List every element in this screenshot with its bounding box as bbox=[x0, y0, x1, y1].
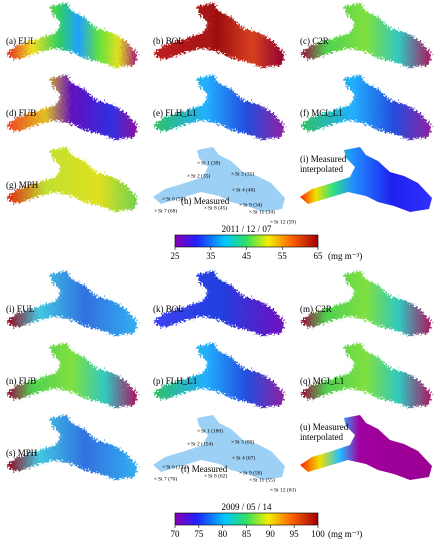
station-label: St 12 (63) bbox=[274, 486, 296, 493]
station-marker: × bbox=[231, 171, 234, 177]
panel-label: interpolated bbox=[300, 164, 343, 174]
map-panel: (c) C2R bbox=[300, 3, 432, 68]
colorbar-unit: (mg m⁻³) bbox=[328, 251, 362, 261]
station-marker: × bbox=[249, 477, 252, 483]
panel-label: (f) MCI_L1 bbox=[300, 108, 343, 118]
station-label: St 6 (58) bbox=[166, 195, 185, 202]
map-panel: (m) C2R bbox=[300, 271, 432, 336]
map-panel: (i) EUL bbox=[6, 271, 138, 336]
colorbar-tick-label: 70 bbox=[171, 529, 181, 539]
station-label: St 3 (80) bbox=[235, 438, 254, 445]
station-marker: × bbox=[204, 473, 207, 479]
station-label: St 11 (34) bbox=[253, 208, 275, 215]
station-marker: × bbox=[270, 487, 273, 493]
map-panel: (a) EUL bbox=[6, 3, 138, 68]
panel-label: (n) FUB bbox=[6, 376, 36, 386]
station-label: St 7 (68) bbox=[158, 207, 177, 214]
station-marker: × bbox=[197, 160, 200, 166]
station-marker: × bbox=[249, 209, 252, 215]
station-label: St 1 (180) bbox=[201, 427, 223, 434]
colorbar-tick-label: 95 bbox=[290, 529, 300, 539]
colorbar bbox=[174, 234, 319, 248]
panel-label: (q) MCI_L1 bbox=[300, 376, 344, 386]
station-label: St 2 (154) bbox=[191, 440, 213, 447]
panel-label: (i) Measured bbox=[300, 154, 347, 164]
station-label: St 8 (62) bbox=[208, 472, 227, 479]
station-label: St 3 (35) bbox=[235, 170, 254, 177]
map-panel: (b) BOL bbox=[153, 3, 285, 68]
station-marker: × bbox=[204, 205, 207, 211]
panel-label: (i) EUL bbox=[6, 304, 34, 314]
station-marker: × bbox=[197, 428, 200, 434]
panel-label: (m) C2R bbox=[300, 304, 332, 314]
map-panel: (d) FUB bbox=[6, 75, 138, 140]
station-label: St 4 (40) bbox=[236, 186, 255, 193]
colorbar-tick-label: 80 bbox=[218, 529, 228, 539]
panel-label: (u) Measured bbox=[300, 422, 349, 432]
colorbar-tick-label: 65 bbox=[314, 251, 324, 261]
station-marker: × bbox=[162, 196, 165, 202]
station-marker: × bbox=[187, 173, 190, 179]
map-panel: (k) BOL bbox=[153, 271, 285, 336]
colorbar-tick-label: 75 bbox=[194, 529, 204, 539]
colorbar-unit: (mg m⁻³) bbox=[328, 529, 362, 539]
colorbar-tick-label: 85 bbox=[242, 529, 252, 539]
station-label: St 2 (35) bbox=[191, 172, 210, 179]
station-marker: × bbox=[270, 219, 273, 225]
station-label: St 1 (30) bbox=[201, 159, 220, 166]
station-marker: × bbox=[162, 464, 165, 470]
panel-label: (b) BOL bbox=[153, 36, 184, 46]
panel-label: (p) FLH_L1 bbox=[153, 376, 197, 386]
map-panel: (f) MCI_L1 bbox=[300, 75, 432, 140]
map-panel: (s) MPH bbox=[6, 415, 138, 480]
map-panel: (n) FUB bbox=[6, 343, 138, 408]
station-marker: × bbox=[154, 208, 157, 214]
map-panel: (p) FLH_L1 bbox=[153, 343, 285, 408]
map-panel: (g) MPH bbox=[6, 147, 138, 212]
panel-label: (d) FUB bbox=[6, 108, 36, 118]
map-panel: (t) Measured× St 1 (180)× St 2 (154) × St 3 … bbox=[153, 415, 296, 493]
colorbar-tick-label: 100 bbox=[311, 529, 325, 539]
panel-label: (k) BOL bbox=[153, 304, 184, 314]
station-label: St 9 (34) bbox=[243, 201, 262, 208]
panel-label: (h) Measured bbox=[181, 196, 230, 206]
station-label: St 4 (67) bbox=[236, 454, 255, 461]
map-panel: (h) Measured× St 1 (30)× St 2 (35) × St 3 (3… bbox=[153, 147, 296, 225]
colorbar-date: 2009 / 05 / 14 bbox=[221, 502, 272, 512]
station-label: St 7 (70) bbox=[158, 475, 177, 482]
panel-label: (t) Measured bbox=[181, 464, 228, 474]
station-marker: × bbox=[154, 476, 157, 482]
station-label: St 9 (58) bbox=[243, 469, 262, 476]
panel-label: (c) C2R bbox=[300, 36, 329, 46]
colorbar-date: 2011 / 12 / 07 bbox=[222, 224, 272, 234]
panel-label: (s) MPH bbox=[6, 448, 38, 458]
colorbar bbox=[174, 512, 319, 526]
colorbar-tick-label: 90 bbox=[266, 529, 276, 539]
station-label: St 8 (45) bbox=[208, 204, 227, 211]
colorbar-tick-label: 45 bbox=[242, 251, 252, 261]
colorbar-tick-label: 35 bbox=[206, 251, 216, 261]
colorbar-tick-label: 25 bbox=[171, 251, 181, 261]
station-marker: × bbox=[187, 441, 190, 447]
panel-label: (g) MPH bbox=[6, 180, 39, 190]
panel-label: (a) EUL bbox=[6, 36, 36, 46]
panel-label: interpolated bbox=[300, 432, 343, 442]
panel-label: (e) FLH_L1 bbox=[153, 108, 197, 118]
map-panel: (e) FLH_L1 bbox=[153, 75, 285, 140]
map-panel: (q) MCI_L1 bbox=[300, 343, 432, 408]
station-label: St 12 (59) bbox=[274, 218, 296, 225]
station-marker: × bbox=[239, 202, 242, 208]
station-marker: × bbox=[231, 439, 234, 445]
station-label: St 11 (55) bbox=[253, 476, 275, 483]
station-marker: × bbox=[232, 455, 235, 461]
station-marker: × bbox=[232, 187, 235, 193]
colorbar-tick-label: 55 bbox=[278, 251, 288, 261]
station-label: St 6 (132) bbox=[166, 463, 188, 470]
station-marker: × bbox=[239, 470, 242, 476]
